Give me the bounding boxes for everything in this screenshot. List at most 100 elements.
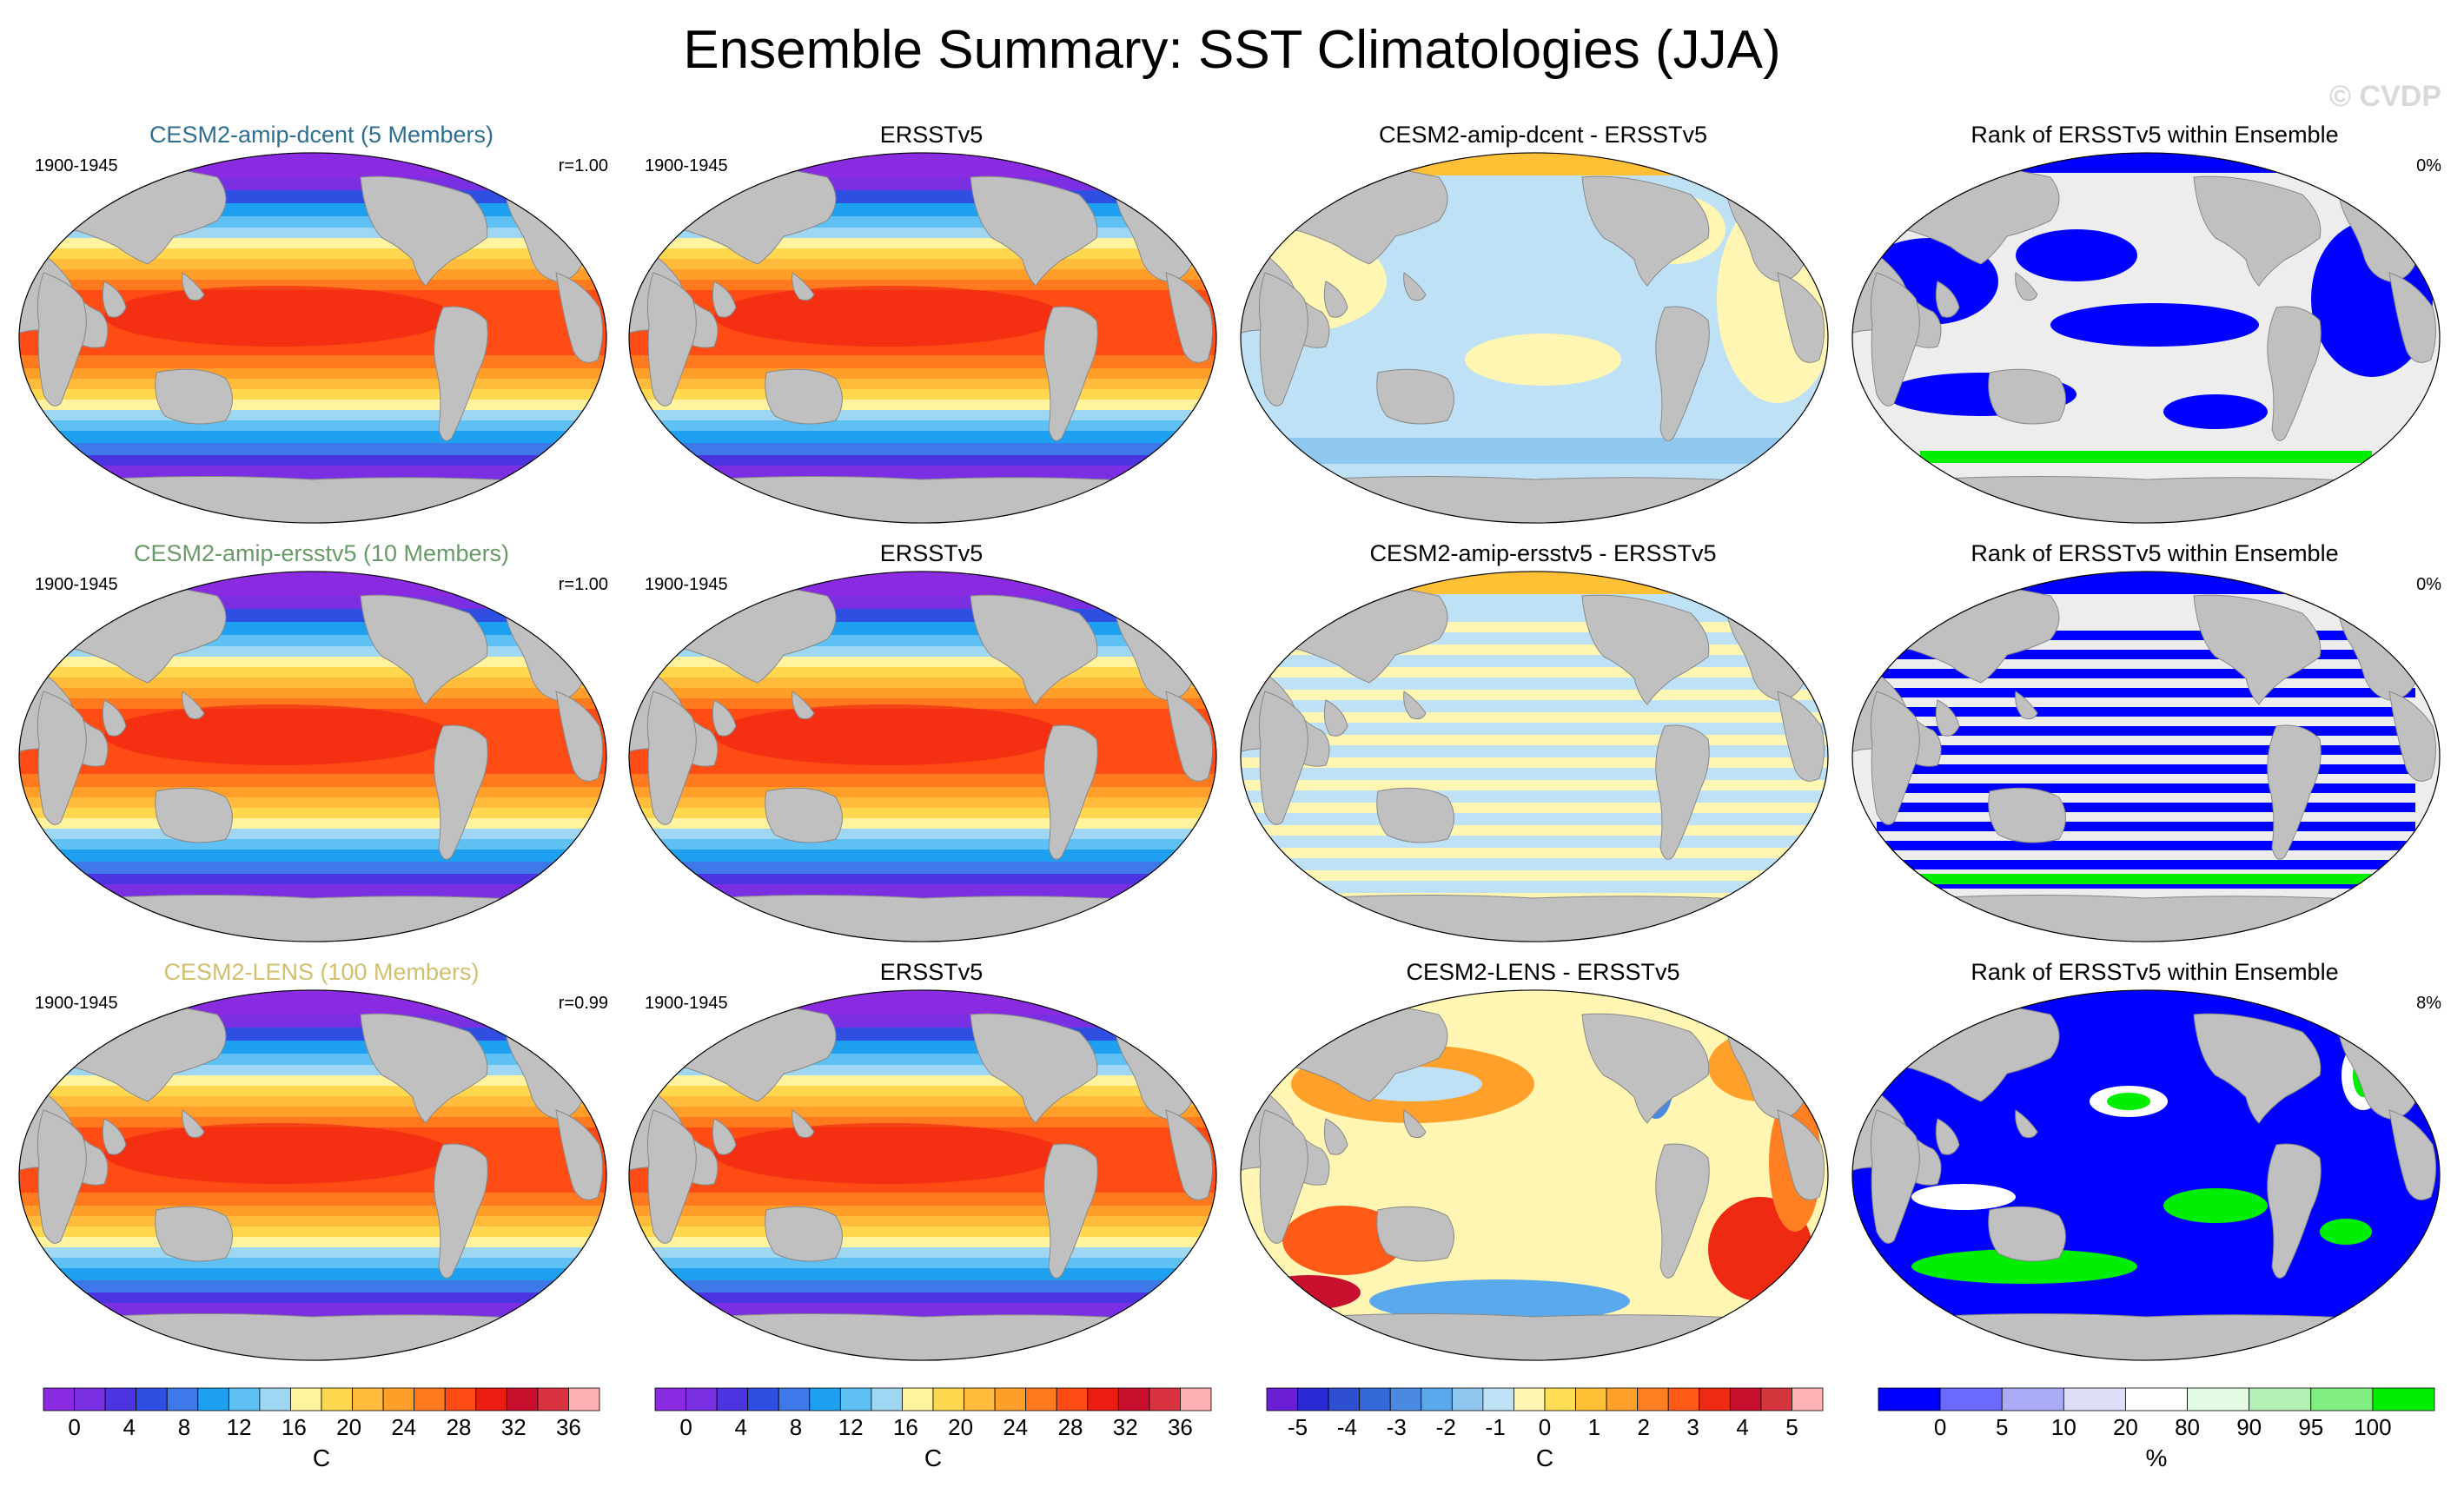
- sst-band: [18, 818, 606, 829]
- colorbar-tick-label: 95: [2298, 1414, 2323, 1440]
- period-label: 1900-1945: [35, 156, 118, 175]
- continent: [1870, 691, 1920, 825]
- map-border: [18, 989, 607, 1361]
- map-plot: [18, 571, 607, 942]
- colorbar-tick-label: 12: [227, 1414, 252, 1440]
- colorbar-swatch: [2001, 1387, 2064, 1411]
- sst-band: [628, 1280, 1216, 1292]
- sst-band: [18, 259, 606, 269]
- sst-band: [18, 400, 606, 410]
- panel-title: Rank of ERSSTv5 within Ensemble: [1971, 122, 2339, 148]
- colorbar-tick-label: 16: [282, 1414, 307, 1440]
- diff-stripe: [1240, 870, 1828, 881]
- panel-title: ERSSTv5: [879, 540, 984, 566]
- rank-stripe: [1877, 822, 2415, 831]
- colorbar: 0 5 10 20 80 90 95 100%: [1878, 1387, 2435, 1471]
- continent: [182, 1109, 205, 1139]
- diff-patch: [1282, 1206, 1404, 1275]
- continent: [1935, 281, 1960, 318]
- continent: [1870, 272, 1920, 407]
- colorbar-swatch: [1637, 1387, 1669, 1411]
- continent: [36, 1109, 87, 1244]
- rank-patch: [2016, 229, 2137, 281]
- panel-r1-col3: CESM2-amip-dcent - ERSSTv5: [1239, 122, 1847, 530]
- colorbar-swatch: [537, 1387, 569, 1411]
- colorbar-swatch: [2372, 1387, 2435, 1411]
- continent: [1655, 306, 1710, 441]
- colorbar-swatch: [1878, 1387, 1941, 1411]
- sst-band: [18, 1303, 606, 1319]
- continent: [1988, 1206, 2066, 1262]
- panel-r1-col2: ERSSTv5 1900-1945: [627, 122, 1235, 530]
- colorbar-swatch: [2310, 1387, 2374, 1411]
- continent: [1988, 368, 2066, 425]
- sst-band: [628, 1107, 1216, 1117]
- continent: [2267, 306, 2322, 441]
- continent: [182, 691, 205, 720]
- continent: [765, 1206, 843, 1262]
- sst-band: [628, 774, 1216, 787]
- sst-band: [18, 989, 606, 1015]
- sst-band: [628, 667, 1216, 678]
- warm-pool: [714, 704, 1062, 765]
- continent: [182, 272, 205, 301]
- continent: [1165, 1109, 1213, 1200]
- diff-stripe: [1240, 690, 1828, 700]
- colorbar-2: 0 4 8 12 16 20 24 28 32 36 C: [638, 1381, 1246, 1494]
- sst-band: [18, 443, 606, 455]
- sst-band: [18, 797, 606, 808]
- stat-label: 8%: [2416, 994, 2441, 1013]
- colorbar-swatch: [136, 1387, 168, 1411]
- colorbar-swatch: [1667, 1387, 1700, 1411]
- colorbar-tick-label: 32: [501, 1414, 527, 1440]
- warm-pool: [714, 1123, 1062, 1184]
- sst-band: [628, 1292, 1216, 1303]
- rank-arctic: [1851, 571, 2440, 594]
- colorbar-tick-label: 0: [68, 1414, 80, 1440]
- stat-label: 0%: [2416, 575, 2441, 594]
- continent: [36, 272, 87, 407]
- colorbar-tick-label: -2: [1436, 1414, 1456, 1440]
- panel-r1-col1: CESM2-amip-dcent (5 Members) 1900-1945 r=1…: [17, 122, 626, 530]
- colorbar: 0 4 8 12 16 20 24 28 32 36 C: [654, 1387, 1212, 1471]
- continent: [678, 1312, 1167, 1361]
- continent: [1258, 691, 1308, 825]
- map-plot: [1240, 152, 1829, 524]
- colorbar-3: -5 -4 -3 -2 -1 0 1 2 3 4 5 C: [1249, 1381, 1858, 1494]
- period-label: 1900-1945: [645, 156, 728, 175]
- sst-band: [18, 368, 606, 379]
- continent: [765, 368, 843, 425]
- map-border: [1851, 989, 2441, 1361]
- continent: [712, 1118, 737, 1155]
- diff-patch: [1369, 1279, 1630, 1323]
- sst-band: [628, 797, 1216, 808]
- colorbar-tick-label: 4: [1736, 1414, 1748, 1440]
- continent: [68, 894, 557, 942]
- colorbar-swatch: [902, 1387, 934, 1411]
- colorbar-swatch: [475, 1387, 507, 1411]
- colorbar-swatch: [1544, 1387, 1576, 1411]
- sst-band: [18, 1117, 606, 1127]
- sst-band: [18, 609, 606, 622]
- continent: [1323, 1118, 1348, 1155]
- diff-stripe: [1240, 780, 1828, 790]
- colorbar-swatch: [228, 1387, 261, 1411]
- sst-band: [628, 379, 1216, 389]
- colorbar-swatch: [994, 1387, 1027, 1411]
- continent: [792, 272, 815, 301]
- sst-band: [628, 1117, 1216, 1127]
- rank-patch: [2163, 394, 2268, 429]
- colorbar-swatch: [1575, 1387, 1607, 1411]
- colorbar-swatch: [74, 1387, 106, 1411]
- colorbar-tick-label: 20: [2113, 1414, 2138, 1440]
- panel-title: CESM2-amip-ersstv5 - ERSSTv5: [1369, 540, 1717, 566]
- continent: [970, 175, 1098, 287]
- map-border: [1240, 571, 1829, 942]
- continent: [2015, 1109, 2038, 1139]
- colorbar-swatch: [1699, 1387, 1731, 1411]
- rank-stripe: [1877, 669, 2415, 678]
- continent: [2388, 691, 2436, 782]
- continent: [434, 306, 488, 441]
- continent: [1289, 475, 1778, 524]
- colorbar-swatch: [506, 1387, 539, 1411]
